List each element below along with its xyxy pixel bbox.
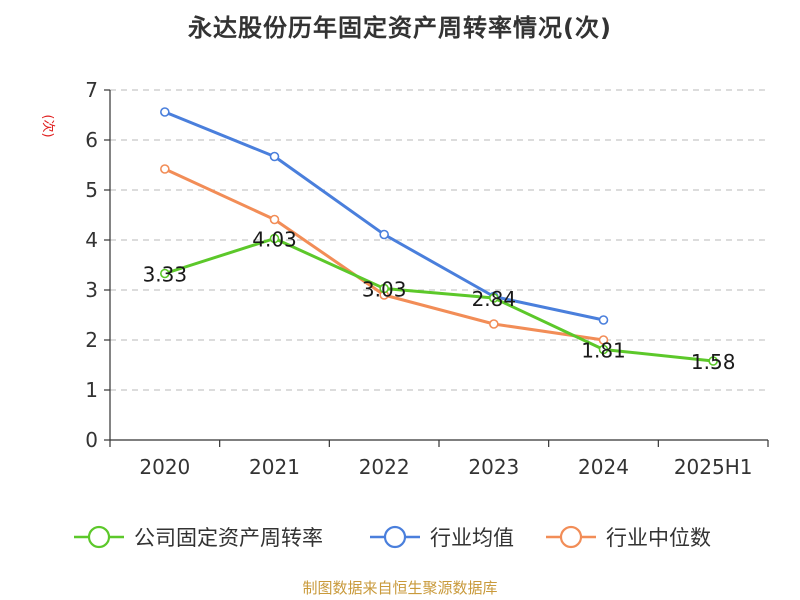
data-label: 1.58 [691, 350, 736, 374]
chart-title: 永达股份历年固定资产周转率情况(次) [188, 14, 612, 42]
y-tick-label: 6 [85, 128, 98, 152]
y-tick-label: 5 [85, 178, 98, 202]
x-tick-label: 2022 [359, 455, 410, 479]
grid-lines [110, 89, 768, 391]
series-point-1 [379, 229, 389, 240]
series-point-0 [598, 344, 609, 355]
series [160, 107, 718, 366]
y-tick-label: 0 [85, 428, 98, 452]
series-point-1 [598, 315, 609, 325]
x-tick-label: 2025H1 [674, 455, 753, 479]
data-labels: 3.33 4.03 3.03 2.84 1.81 1.58 [143, 228, 736, 375]
source-note: 制图数据来自恒生聚源数据库 [302, 579, 498, 597]
y-tick-label: 4 [85, 228, 98, 252]
data-label: 4.03 [252, 228, 297, 252]
series-point-0 [160, 268, 170, 279]
data-label: 3.33 [143, 263, 188, 287]
legend-marker [559, 525, 583, 549]
x-tick-label: 2024 [578, 455, 629, 479]
series-point-2 [160, 164, 170, 174]
legend-marker [383, 525, 407, 549]
series-point-0 [708, 356, 718, 366]
y-tick-label: 3 [85, 278, 98, 302]
data-label: 2.84 [472, 287, 517, 311]
legend-label: 行业均值 [430, 526, 514, 550]
series-point-2 [269, 214, 280, 225]
data-label: 1.81 [581, 339, 626, 363]
y-tick-label: 2 [85, 328, 98, 352]
legend-label: 公司固定资产周转率 [134, 526, 323, 550]
series-point-0 [489, 293, 499, 303]
legend: 公司固定资产周转率 行业均值 行业中位数 [74, 525, 711, 550]
series-point-1 [269, 151, 280, 162]
axes: 0 1 2 3 4 5 6 7 2020 2021 2022 2023 2024 2025H1 (次) [40, 78, 769, 479]
x-tick-label: 2023 [468, 455, 519, 479]
legend-label: 行业中位数 [606, 526, 711, 550]
legend-marker [87, 525, 111, 549]
x-tick-label: 2021 [249, 455, 300, 479]
series-point-1 [160, 107, 170, 117]
data-label: 3.03 [362, 278, 407, 302]
series-line-0 [164, 237, 714, 363]
series-point-2 [598, 335, 609, 345]
y-tick-label: 7 [85, 78, 98, 102]
series-point-2 [489, 319, 499, 329]
x-tick-label: 2020 [139, 455, 190, 479]
series-line-2 [164, 167, 604, 342]
y-axis-label: (次) [40, 114, 56, 137]
y-tick-label: 1 [85, 378, 98, 402]
series-point-0 [269, 233, 280, 244]
series-point-0 [379, 283, 389, 294]
